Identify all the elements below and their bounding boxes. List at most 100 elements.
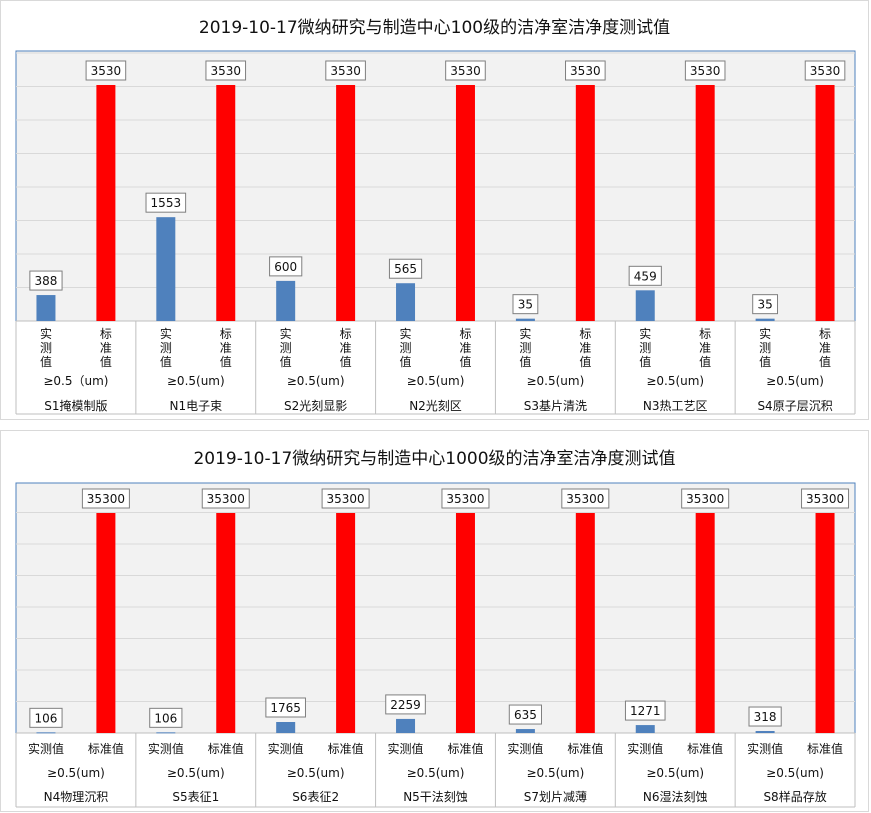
data-label: 1553 — [151, 196, 182, 210]
group-label: S5表征1 — [172, 790, 219, 804]
bar — [515, 318, 535, 321]
chart-svg: 388 实测值 3530 标准值 ≥0.5（um) S1掩模制版 1553 实测值 3530 标准… — [15, 50, 856, 415]
bar — [575, 513, 595, 733]
particle-size-label: ≥0.5(um) — [646, 374, 704, 388]
data-label: 3530 — [570, 64, 601, 78]
data-label: 35 — [757, 298, 772, 312]
particle-size-label: ≥0.5(um) — [167, 374, 225, 388]
series-tick-label: 实 — [639, 326, 651, 341]
series-tick-label: 标 — [579, 327, 591, 341]
data-label-box — [321, 488, 370, 509]
particle-size-label: ≥0.5(um) — [526, 766, 584, 780]
data-label: 459 — [634, 269, 657, 283]
data-label-box — [681, 488, 730, 509]
particle-size-label: ≥0.5(um) — [47, 766, 105, 780]
data-label: 35300 — [686, 492, 724, 506]
data-label-box — [149, 707, 183, 728]
bar — [455, 85, 475, 321]
data-label-box — [201, 488, 250, 509]
series-tick-label: 值 — [100, 354, 112, 369]
bar — [276, 722, 296, 733]
series-tick-label: 值 — [639, 354, 651, 369]
group-label: S8样品存放 — [763, 789, 826, 804]
bar — [575, 85, 595, 321]
data-label-box — [145, 192, 187, 213]
data-label: 35 — [518, 298, 533, 312]
data-label: 35300 — [327, 492, 365, 506]
data-label-box — [565, 60, 606, 81]
particle-size-label: ≥0.5(um) — [766, 766, 824, 780]
series-tick-label: 值 — [459, 354, 471, 369]
series-tick-label: 标准值 — [328, 741, 364, 756]
data-label-box — [29, 270, 63, 291]
series-tick-label: 标 — [819, 327, 831, 341]
data-label: 106 — [154, 711, 177, 725]
data-label: 3530 — [810, 64, 841, 78]
data-label: 106 — [35, 711, 58, 725]
series-tick-label: 测 — [400, 341, 412, 355]
data-label: 2259 — [390, 698, 421, 712]
particle-size-label: ≥0.5(um) — [287, 374, 345, 388]
bar — [216, 85, 236, 321]
group-label: N1电子束 — [169, 399, 222, 413]
data-label: 3530 — [91, 64, 122, 78]
group-label: S7划片减薄 — [524, 789, 587, 804]
data-label-box — [801, 488, 850, 509]
bar — [36, 295, 56, 321]
data-label: 3530 — [450, 64, 481, 78]
series-tick-label: 值 — [340, 354, 352, 369]
series-tick-label: 准 — [100, 341, 112, 355]
bar — [396, 283, 416, 321]
data-label: 3530 — [330, 64, 361, 78]
series-tick-label: 标准值 — [687, 741, 723, 756]
series-tick-label: 值 — [220, 354, 232, 369]
bar — [156, 732, 176, 734]
series-tick-label: 值 — [759, 354, 771, 369]
series-tick-label: 标准值 — [567, 741, 603, 756]
data-label: 35300 — [87, 492, 125, 506]
series-tick-label: 值 — [579, 354, 591, 369]
group-label: N6湿法刻蚀 — [643, 789, 708, 804]
data-label: 3530 — [690, 64, 721, 78]
particle-size-label: ≥0.5(um) — [167, 766, 225, 780]
series-tick-label: 标 — [459, 327, 471, 341]
bar — [36, 732, 56, 734]
series-tick-label: 准 — [220, 341, 232, 355]
chart-title: 2019-10-17微纳研究与制造中心1000级的洁净室洁净度测试值 — [193, 449, 676, 469]
group-label: S1掩模制版 — [44, 399, 107, 413]
particle-size-label: ≥0.5(um) — [766, 374, 824, 388]
series-tick-label: 实测值 — [747, 741, 783, 756]
series-tick-label: 标 — [699, 327, 711, 341]
chart-class-100: 2019-10-17微纳研究与制造中心100级的洁净室洁净度测试值 388 实测值… — [0, 0, 869, 420]
group-label: S3基片清洗 — [524, 399, 587, 413]
series-tick-label: 标 — [340, 327, 352, 341]
series-tick-label: 值 — [699, 354, 711, 369]
series-tick-label: 实测值 — [507, 741, 543, 756]
bar — [336, 513, 356, 733]
series-tick-label: 实 — [40, 326, 52, 341]
group-label: S2光刻显影 — [284, 399, 347, 413]
data-label-box — [804, 60, 846, 81]
data-label-box — [684, 60, 726, 81]
data-label: 1765 — [270, 701, 301, 715]
data-label-box — [325, 60, 366, 81]
series-tick-label: 值 — [40, 354, 52, 369]
data-label: 565 — [394, 262, 417, 276]
series-tick-label: 标准值 — [807, 741, 843, 756]
bar — [455, 513, 475, 733]
series-tick-label: 准 — [579, 341, 591, 355]
series-tick-label: 值 — [160, 354, 172, 369]
series-tick-label: 准 — [699, 341, 711, 355]
series-tick-label: 标准值 — [208, 741, 244, 756]
data-label: 388 — [35, 274, 58, 288]
data-label-box — [512, 294, 539, 315]
bar — [276, 280, 296, 321]
series-tick-label: 实测值 — [28, 741, 64, 756]
data-label-box — [508, 704, 542, 725]
bar — [695, 85, 715, 321]
data-label-box — [752, 294, 779, 315]
series-tick-label: 测 — [40, 341, 52, 355]
series-tick-label: 标准值 — [88, 741, 124, 756]
data-label: 35300 — [207, 492, 245, 506]
group-label: N2光刻区 — [409, 399, 462, 413]
